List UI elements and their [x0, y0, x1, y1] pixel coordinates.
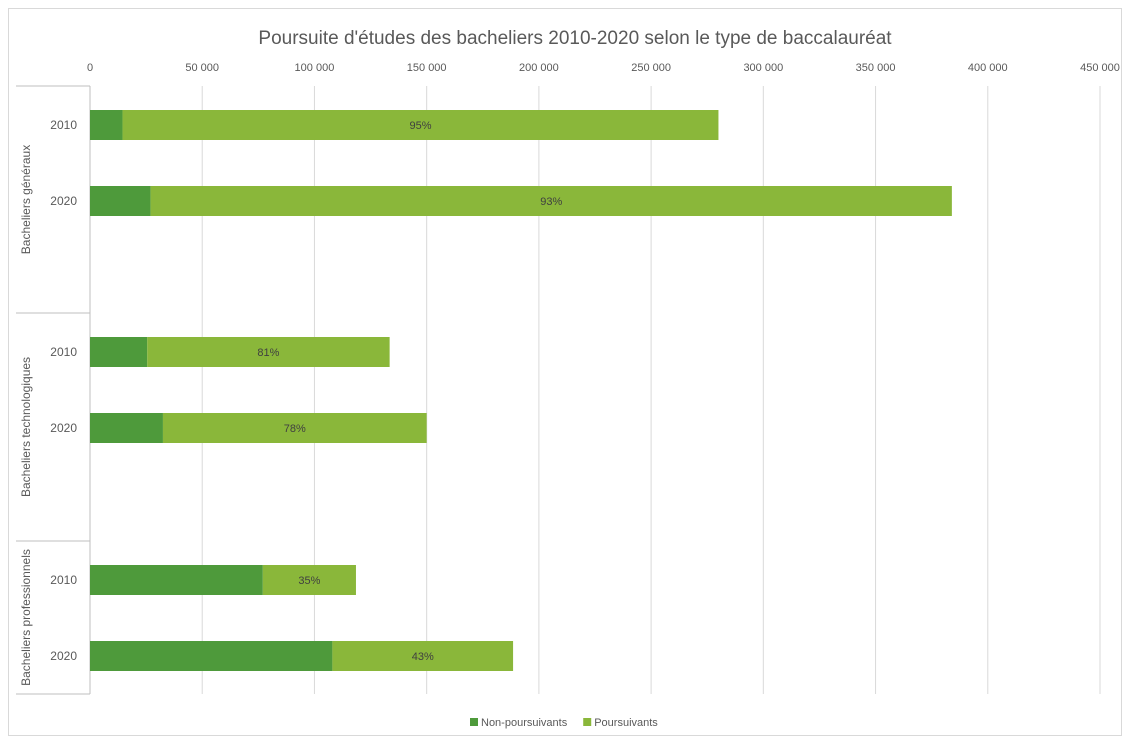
legend-label: Non-poursuivants	[481, 717, 568, 729]
legend-swatch	[583, 718, 592, 726]
data-label: 81%	[257, 347, 279, 359]
bar-segment	[332, 641, 514, 671]
legend: Non-poursuivants Poursuivants	[470, 717, 658, 729]
bar-segment	[147, 337, 390, 367]
category-label: 2020	[50, 421, 77, 435]
data-label: 35%	[298, 575, 320, 587]
group-label: Bacheliers technologiques	[19, 357, 33, 497]
x-tick-label: 400 000	[968, 62, 1008, 74]
x-tick-label: 350 000	[856, 62, 896, 74]
category-label: 2020	[50, 194, 77, 208]
x-tick-label: 100 000	[295, 62, 335, 74]
x-axis-ticks: 0 50 000 100 000 150 000 200 000 250 000 300 0…	[87, 62, 1120, 74]
bar-segment	[162, 413, 427, 443]
x-tick-label: 450 000	[1080, 62, 1120, 74]
group-label: Bacheliers généraux	[19, 145, 33, 254]
x-tick-label: 150 000	[407, 62, 447, 74]
bar-segment	[122, 110, 719, 140]
x-tick-label: 0	[87, 62, 93, 74]
data-label: 78%	[284, 423, 306, 435]
bar-segment	[262, 565, 356, 595]
x-tick-label: 300 000	[743, 62, 783, 74]
bar-segment	[90, 337, 148, 367]
bar-segment	[90, 565, 263, 595]
category-groups: Bacheliers généraux 2010 2020 Bacheliers te…	[16, 85, 90, 695]
data-label: 95%	[409, 120, 431, 132]
gridlines	[89, 86, 1101, 694]
bar-segment	[150, 186, 952, 216]
x-tick-label: 50 000	[185, 62, 219, 74]
category-label: 2010	[50, 345, 77, 359]
bar-segment	[90, 413, 163, 443]
data-label: 43%	[412, 651, 434, 663]
category-label: 2020	[50, 649, 77, 663]
chart-title: Poursuite d'études des bacheliers 2010-2…	[258, 28, 892, 49]
x-tick-label: 250 000	[631, 62, 671, 74]
bars: 95% 93% 81% 78% 35% 43%	[90, 110, 952, 671]
bar-segment	[90, 186, 151, 216]
category-label: 2010	[50, 118, 77, 132]
bar-segment	[90, 110, 123, 140]
category-label: 2010	[50, 573, 77, 587]
legend-label: Poursuivants	[594, 717, 658, 729]
group-label: Bacheliers professionnels	[19, 549, 33, 686]
x-tick-label: 200 000	[519, 62, 559, 74]
bar-segment	[90, 641, 333, 671]
legend-swatch	[470, 718, 478, 726]
data-label: 93%	[540, 196, 562, 208]
